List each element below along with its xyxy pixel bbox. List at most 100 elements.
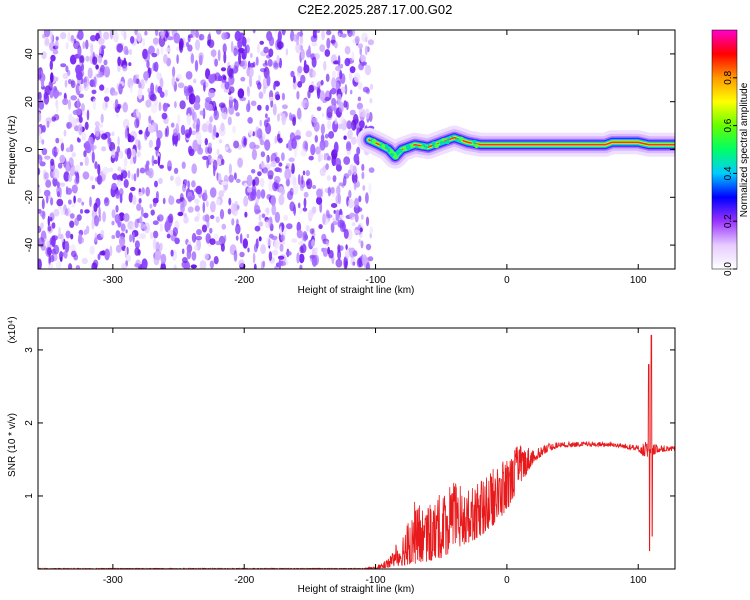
noise-blob [150,93,157,102]
noise-blob [231,218,235,226]
spec-xtick-label: -100 [366,275,386,286]
noise-blob [293,204,297,217]
noise-blob [111,149,116,159]
noise-blob [123,213,130,222]
noise-blob [358,195,362,203]
noise-blob [312,34,318,39]
noise-blob [209,227,213,234]
noise-blob [356,146,361,155]
noise-blob [162,197,166,205]
noise-blob [111,209,116,219]
noise-blob [103,87,110,94]
noise-blob [347,198,355,209]
spec-xtick-label: -200 [234,275,254,286]
noise-blob [251,169,256,174]
noise-blob [43,189,51,197]
noise-blob [187,34,193,39]
noise-blob [340,86,346,94]
noise-blob [55,36,59,41]
colorbar: 0.0 0.2 0.4 0.6 0.8 Normalized spectral ampl… [711,29,750,276]
noise-blob [194,245,198,251]
noise-blob [365,216,370,227]
noise-blob [38,186,41,195]
noise-blob [302,170,306,176]
noise-blob [218,190,224,199]
noise-blob [312,70,316,78]
noise-blob [335,65,342,72]
noise-blob [130,36,135,44]
noise-blob [266,236,273,246]
noise-blob [164,89,168,98]
noise-blob [55,39,59,50]
noise-blob [71,184,78,194]
noise-blob [95,64,99,70]
noise-blob [38,237,45,248]
noise-blob [172,66,176,78]
noise-blob [186,113,191,126]
noise-blob [343,100,348,108]
noise-blob [296,31,304,37]
noise-blob [74,164,81,174]
noise-blob [318,224,323,230]
spectrogram-ylabel: Frequency (Hz) [7,116,18,185]
noise-blob [194,59,199,72]
noise-blob [72,109,79,115]
noise-blob [41,125,46,133]
noise-blob [60,235,65,243]
noise-blob [311,239,316,248]
noise-blob [213,109,219,121]
noise-blob [177,114,181,126]
noise-blob [182,257,188,263]
noise-blob [207,146,213,154]
noise-blob [193,78,197,84]
noise-blob [163,53,168,64]
noise-blob [57,162,63,169]
noise-blob [233,250,238,262]
noise-blob [134,118,140,129]
noise-blob [123,157,128,167]
noise-blob [335,258,343,268]
noise-blob [53,208,60,217]
noise-blob [111,235,116,239]
noise-blob [303,191,309,198]
noise-blob [263,119,269,128]
noise-blob [86,109,90,121]
noise-blob [281,104,288,110]
noise-blob [187,206,194,213]
noise-blob [299,246,304,254]
noise-blob [343,228,349,239]
noise-blob [255,238,259,249]
noise-blob [127,133,132,143]
noise-blob [368,167,375,173]
noise-blob [128,62,132,67]
noise-blob [294,135,302,140]
noise-blob [103,31,110,40]
noise-blob [201,123,208,133]
noise-blob [94,161,98,170]
noise-blob [41,51,47,60]
noise-blob [279,243,284,252]
noise-blob [264,139,271,151]
noise-blob [107,167,114,173]
noise-blob [193,102,201,111]
noise-blob [214,58,219,67]
noise-blob [291,138,297,150]
noise-blob [340,33,347,38]
noise-blob [260,162,266,169]
noise-blob [220,82,226,90]
noise-blob [221,223,227,230]
noise-blob [299,264,303,269]
noise-blob [65,42,69,50]
noise-blob [145,186,150,197]
snr-y-ticks: 1 2 3 [24,347,675,499]
noise-blob [89,175,94,181]
noise-blob [344,84,348,95]
noise-blob [228,197,232,206]
noise-blob [369,83,374,90]
noise-blob [265,104,270,112]
noise-blob [94,145,97,150]
noise-blob [252,30,256,34]
noise-blob [58,138,64,144]
noise-blob [330,222,335,233]
